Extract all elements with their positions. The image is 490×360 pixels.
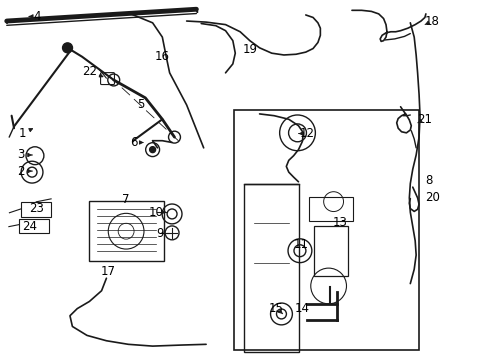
Text: 11: 11 bbox=[294, 238, 308, 251]
Bar bbox=[314, 226, 348, 276]
Bar bbox=[89, 202, 164, 261]
Circle shape bbox=[149, 147, 156, 153]
Bar bbox=[19, 219, 49, 233]
Text: 5: 5 bbox=[137, 99, 144, 112]
Text: 4: 4 bbox=[34, 10, 41, 23]
Text: 15: 15 bbox=[269, 302, 284, 315]
Text: 21: 21 bbox=[417, 113, 432, 126]
Text: 13: 13 bbox=[332, 216, 347, 229]
Text: 7: 7 bbox=[122, 193, 130, 206]
Text: 2: 2 bbox=[18, 165, 25, 177]
Text: 17: 17 bbox=[100, 265, 115, 278]
Text: 24: 24 bbox=[23, 220, 38, 233]
Text: 19: 19 bbox=[243, 43, 257, 56]
Bar bbox=[309, 197, 353, 221]
Text: 10: 10 bbox=[149, 206, 164, 219]
Text: 20: 20 bbox=[425, 192, 440, 204]
Text: 12: 12 bbox=[300, 127, 315, 140]
Bar bbox=[234, 111, 419, 350]
Text: 9: 9 bbox=[156, 227, 164, 240]
Bar bbox=[22, 202, 51, 217]
Bar bbox=[244, 184, 298, 352]
Text: 1: 1 bbox=[19, 127, 26, 140]
Text: 18: 18 bbox=[425, 14, 440, 27]
Text: 8: 8 bbox=[425, 174, 433, 186]
Text: 14: 14 bbox=[295, 302, 310, 315]
Text: 3: 3 bbox=[18, 148, 25, 162]
Text: 6: 6 bbox=[130, 136, 138, 149]
Text: 22: 22 bbox=[82, 64, 97, 77]
Text: 23: 23 bbox=[29, 202, 44, 215]
Circle shape bbox=[63, 43, 73, 53]
Text: 16: 16 bbox=[155, 50, 170, 63]
